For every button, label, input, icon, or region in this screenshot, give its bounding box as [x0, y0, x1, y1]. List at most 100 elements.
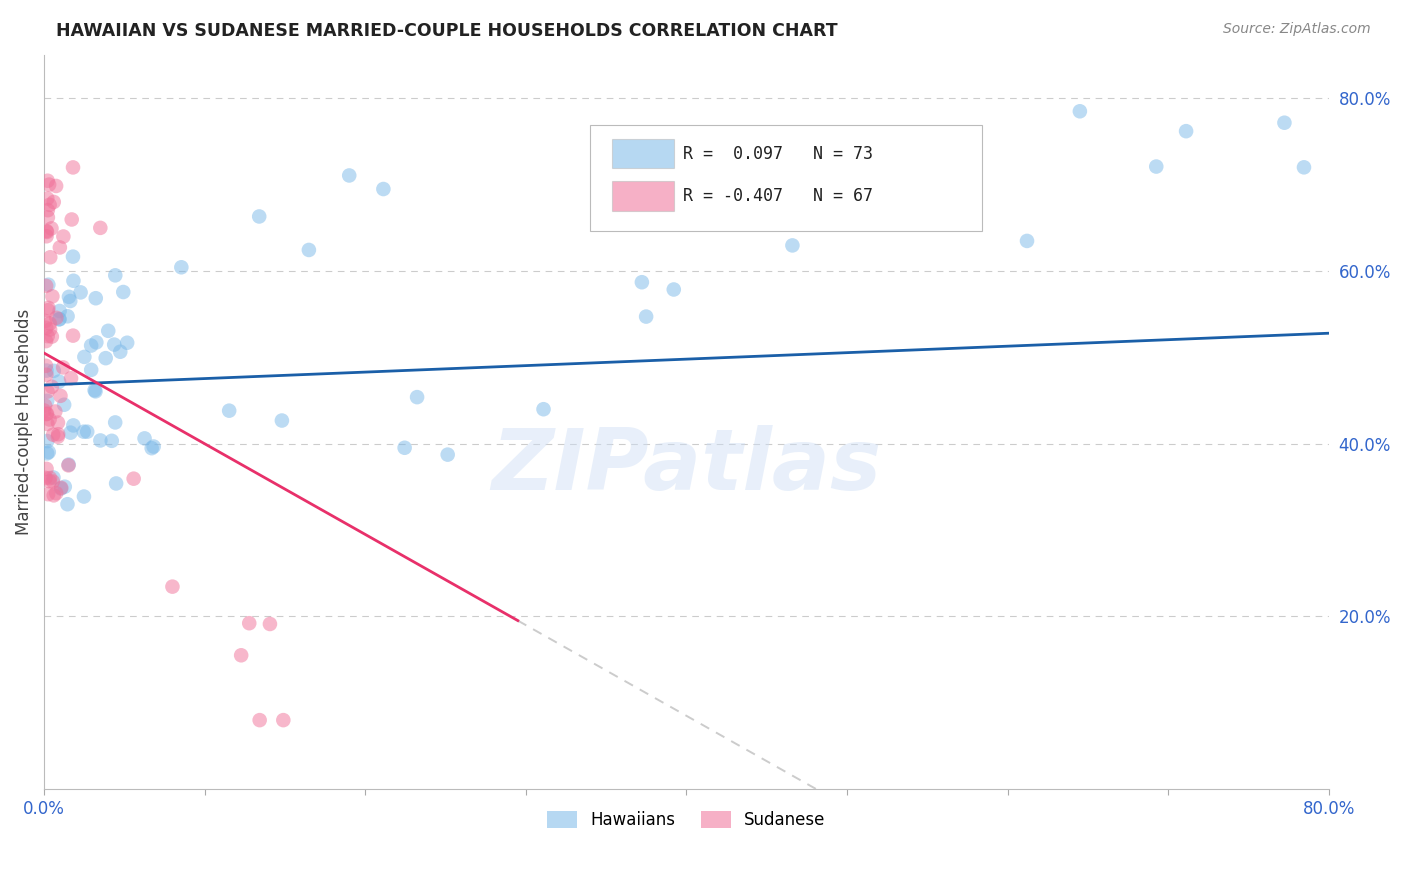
Point — [58, 458, 80, 473]
Point — [38, 198, 60, 212]
Point — [37, 192, 59, 206]
Point — [37, 303, 59, 318]
Point — [112, 285, 135, 299]
Point — [247, 210, 270, 224]
Point — [533, 402, 555, 417]
Point — [38, 445, 60, 459]
Point — [37, 417, 59, 431]
Point — [49, 389, 72, 403]
Point — [662, 283, 685, 297]
Point — [59, 425, 82, 440]
Point — [83, 383, 105, 397]
Point — [38, 412, 60, 426]
Point — [1069, 104, 1091, 119]
Point — [37, 434, 59, 449]
Point — [37, 301, 59, 315]
Text: ZIPatlas: ZIPatlas — [491, 425, 882, 508]
Point — [110, 344, 132, 359]
Point — [62, 250, 84, 264]
Point — [39, 322, 62, 336]
Point — [48, 375, 70, 389]
Point — [42, 194, 65, 209]
Point — [62, 161, 84, 175]
Point — [394, 441, 416, 455]
Point — [35, 407, 58, 421]
Text: HAWAIIAN VS SUDANESE MARRIED-COUPLE HOUSEHOLDS CORRELATION CHART: HAWAIIAN VS SUDANESE MARRIED-COUPLE HOUS… — [56, 22, 838, 40]
Point — [141, 441, 163, 455]
Point — [298, 243, 321, 257]
Point — [35, 229, 58, 244]
Point — [52, 360, 75, 375]
Point — [905, 162, 928, 177]
Point — [51, 481, 73, 495]
Point — [636, 310, 658, 324]
Point — [134, 431, 156, 445]
Point — [58, 290, 80, 304]
Point — [45, 310, 67, 325]
Point — [52, 229, 75, 244]
Point — [42, 475, 65, 489]
Y-axis label: Married-couple Households: Married-couple Households — [15, 309, 32, 535]
Point — [48, 304, 70, 318]
Point — [41, 380, 63, 394]
Point — [218, 403, 240, 417]
Point — [762, 189, 785, 203]
Point — [238, 616, 260, 631]
Point — [80, 363, 103, 377]
Point — [94, 351, 117, 366]
Point — [58, 458, 80, 472]
Point — [259, 617, 281, 632]
FancyBboxPatch shape — [612, 181, 673, 211]
Point — [37, 384, 59, 399]
Point — [37, 277, 59, 292]
Text: R =  0.097   N = 73: R = 0.097 N = 73 — [682, 145, 873, 162]
Point — [53, 398, 76, 412]
Legend: Hawaiians, Sudanese: Hawaiians, Sudanese — [541, 805, 832, 836]
Point — [703, 194, 725, 209]
Point — [62, 418, 84, 433]
Point — [1144, 160, 1167, 174]
Point — [35, 278, 58, 293]
Point — [42, 427, 65, 442]
Point — [42, 470, 65, 484]
Point — [46, 416, 69, 430]
Point — [38, 317, 60, 331]
Point — [56, 497, 79, 511]
Point — [103, 337, 125, 351]
Point — [122, 472, 145, 486]
Point — [37, 393, 59, 408]
Point — [37, 203, 59, 218]
Point — [270, 413, 292, 427]
Point — [631, 275, 654, 289]
Point — [105, 476, 128, 491]
Text: R = -0.407   N = 67: R = -0.407 N = 67 — [682, 187, 873, 205]
Point — [337, 169, 360, 183]
Point — [35, 359, 58, 373]
Point — [406, 390, 429, 404]
Point — [73, 490, 96, 504]
Point — [35, 224, 58, 238]
Point — [38, 475, 60, 489]
Point — [436, 448, 458, 462]
Point — [39, 471, 62, 485]
Point — [170, 260, 193, 275]
Point — [39, 250, 62, 264]
Point — [35, 334, 58, 348]
Point — [142, 440, 165, 454]
Point — [115, 335, 138, 350]
Point — [162, 580, 184, 594]
Point — [69, 285, 91, 300]
Point — [48, 312, 70, 326]
Point — [35, 363, 58, 377]
Point — [104, 416, 127, 430]
Point — [59, 293, 82, 308]
Point — [46, 430, 69, 444]
Point — [38, 178, 60, 192]
Point — [1292, 161, 1315, 175]
Point — [37, 211, 59, 225]
Point — [48, 312, 70, 326]
Point — [73, 350, 96, 364]
Point — [104, 268, 127, 283]
Point — [1175, 124, 1198, 138]
Point — [37, 174, 59, 188]
